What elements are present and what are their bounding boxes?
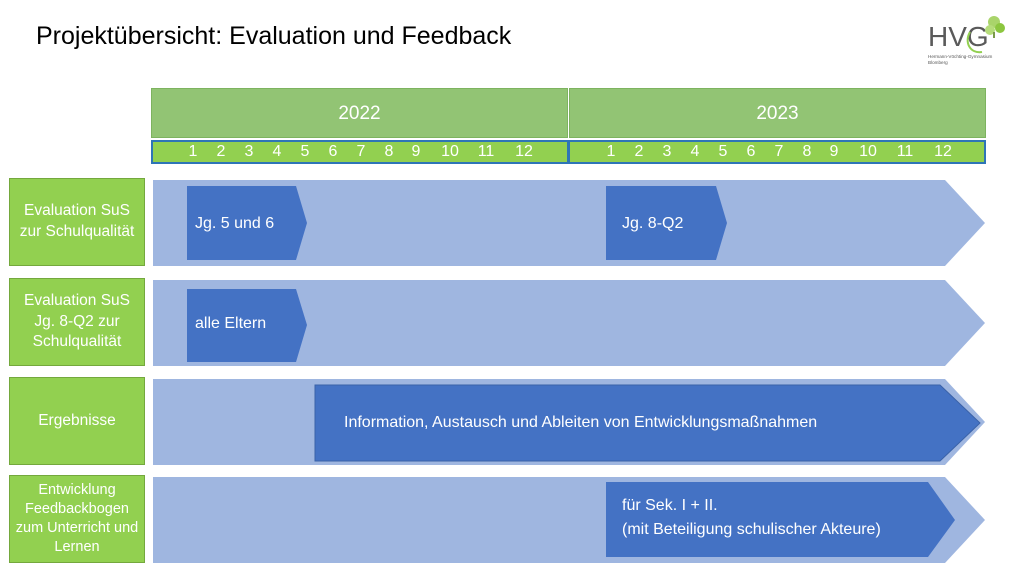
- month-label: 6: [328, 143, 338, 160]
- month-label: 4: [690, 143, 700, 160]
- phase-shape-ergebnisse: [314, 384, 981, 462]
- month-label: 1: [606, 143, 616, 160]
- page-title: Projektübersicht: Evaluation und Feedbac…: [36, 22, 512, 50]
- month-bar-2023: 1 2 3 4 5 6 7 8 9 10 11 12: [568, 140, 986, 164]
- school-logo: HVG Hermann-Vöchting-Gymnasium Blomberg: [924, 14, 1010, 70]
- phase-label-jg5-6: Jg. 5 und 6: [195, 215, 275, 232]
- phase-shape-jg5-6: [187, 186, 307, 260]
- month-label: 8: [802, 143, 812, 160]
- month-label: 5: [718, 143, 728, 160]
- phase-label-eltern: alle Eltern: [195, 315, 267, 332]
- lane-arrow-2: [153, 280, 985, 366]
- month-bar-2022: 1 2 3 4 5 6 7 8 9 10 11 12: [151, 140, 569, 164]
- month-label: 4: [272, 143, 282, 160]
- month-label: 12: [934, 143, 952, 160]
- month-label: 11: [477, 143, 495, 160]
- row-label-ergebnisse: Ergebnisse: [9, 377, 145, 465]
- row-label-evaluation-sus: Evaluation SuS zur Schulqualität: [9, 178, 145, 266]
- year-header-2022: 2022: [151, 88, 568, 138]
- phase-label-sek: für Sek. I + II.: [622, 497, 718, 514]
- month-label: 10: [441, 143, 459, 160]
- month-label: 5: [300, 143, 310, 160]
- month-label: 9: [829, 143, 839, 160]
- phase-shape-jg8-q2: [606, 186, 727, 260]
- month-label: 11: [896, 143, 914, 160]
- month-label: 3: [662, 143, 672, 160]
- year-header-2023: 2023: [569, 88, 986, 138]
- month-label: 2: [634, 143, 644, 160]
- phase-label-akteure: (mit Beteiligung schulischer Akteure): [622, 521, 881, 538]
- month-label: 7: [774, 143, 784, 160]
- phase-shape-eltern: [187, 289, 307, 362]
- month-label: 7: [356, 143, 366, 160]
- row-label-feedbackbogen: Entwicklung Feedbackbogen zum Unterricht…: [9, 475, 145, 563]
- svg-text:Blomberg: Blomberg: [928, 60, 948, 65]
- month-label: 9: [411, 143, 421, 160]
- row-label-evaluation-jg8: Evaluation SuS Jg. 8-Q2 zur Schulqualitä…: [9, 278, 145, 366]
- month-label: 8: [384, 143, 394, 160]
- phase-shape-feedbackbogen: [606, 482, 955, 557]
- svg-text:Hermann-Vöchting-Gymnasium: Hermann-Vöchting-Gymnasium: [928, 54, 993, 59]
- month-label: 2: [216, 143, 226, 160]
- lane-arrow-1: [153, 180, 985, 266]
- month-label: 12: [515, 143, 533, 160]
- phase-label-jg8-q2: Jg. 8-Q2: [622, 215, 684, 232]
- phase-label-ergebnisse: Information, Austausch und Ableiten von …: [344, 414, 818, 431]
- month-label: 6: [746, 143, 756, 160]
- month-label: 1: [188, 143, 198, 160]
- svg-text:HVG: HVG: [928, 21, 989, 52]
- month-label: 3: [244, 143, 254, 160]
- month-label: 10: [859, 143, 877, 160]
- logo-icon: HVG Hermann-Vöchting-Gymnasium Blomberg: [928, 16, 1005, 65]
